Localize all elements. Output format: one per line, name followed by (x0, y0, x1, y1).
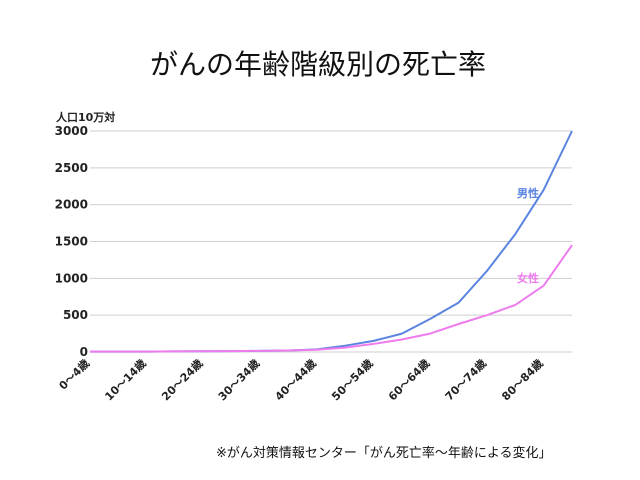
x-tick-label: 50〜54歳 (329, 356, 376, 403)
x-tick-label: 20〜24歳 (158, 356, 205, 403)
x-tick-labels: 0〜4歳 10〜14歳 20〜24歳 30〜34歳 40〜44歳 50〜54歳 60〜64歳… (56, 356, 546, 403)
y-axis-label: 人口10万対 (56, 110, 115, 124)
series-label-female: 女性 (517, 271, 539, 285)
y-tick-label: 0 (80, 345, 88, 359)
y-tick-labels: 0 500 1000 1500 2000 2500 3000 (55, 124, 88, 359)
grid-layer (90, 130, 572, 353)
y-tick-label: 2500 (55, 161, 88, 175)
y-tick-label: 2000 (55, 198, 88, 212)
series-label-male: 男性 (517, 186, 539, 200)
y-tick-label: 1500 (55, 235, 88, 249)
x-tick-label: 30〜34歳 (215, 356, 262, 403)
series-lines (90, 130, 573, 353)
x-tick-label: 40〜44歳 (272, 356, 319, 403)
y-tick-label: 500 (63, 308, 88, 322)
x-tick-label: 60〜64歳 (385, 356, 432, 403)
x-tick-label: 0〜4歳 (56, 356, 92, 392)
source-note: ※がん対策情報センター「がん死亡率〜年齢による変化」 (216, 445, 552, 461)
y-tick-label: 3000 (55, 124, 88, 138)
series-line-female (90, 244, 573, 353)
x-tick-label: 10〜14歳 (102, 356, 149, 403)
x-tick-label: 70〜74歳 (442, 356, 489, 403)
x-tick-label: 80〜84歳 (499, 356, 546, 403)
y-tick-label: 1000 (55, 271, 88, 285)
chart-title: がんの年齢階級別の死亡率 (150, 48, 486, 81)
